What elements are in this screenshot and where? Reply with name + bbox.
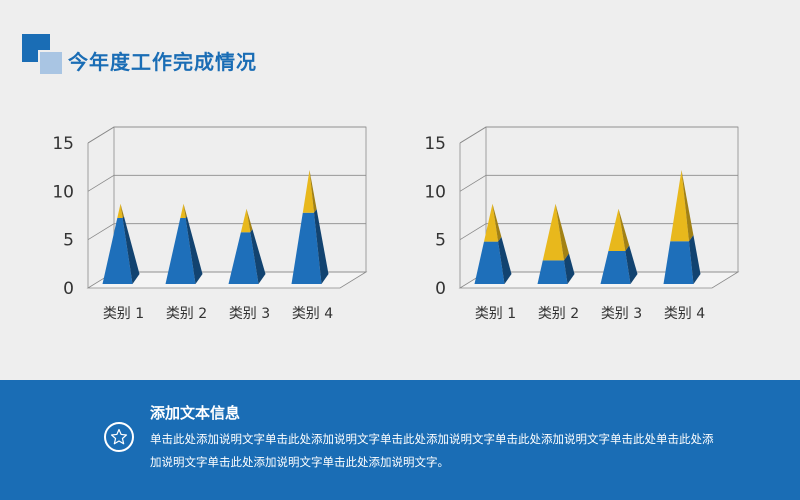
right-bar-4-lower-side xyxy=(689,235,701,284)
left-bar-3-upper-front xyxy=(240,208,251,233)
left-bar-2-upper-side xyxy=(183,203,187,218)
right-xtick-3: 类别 3 xyxy=(601,306,642,322)
right-chart-svg: 0 5 10 15 类别 1 类别 2 类别 3 类别 4 xyxy=(424,126,740,322)
left-bar-1-upper-front xyxy=(117,203,123,218)
right-chart: 0 5 10 15 类别 1 类别 2 类别 3 类别 4 xyxy=(402,110,762,340)
right-xtick-1: 类别 1 xyxy=(475,306,516,322)
left-xtick-4: 类别 4 xyxy=(292,306,333,322)
right-xtick-2: 类别 2 xyxy=(538,306,579,322)
left-bar-group-1 xyxy=(102,203,140,284)
right-ytick-2: 10 xyxy=(424,182,446,202)
page-title: 今年度工作完成情况 xyxy=(68,50,257,74)
right-bar-2-lower-front xyxy=(537,260,568,284)
right-bar-group-4 xyxy=(663,170,701,284)
left-ytick-3: 15 xyxy=(52,134,74,154)
left-bar-2-lower-side xyxy=(185,216,203,284)
logo-square-light xyxy=(38,50,64,76)
right-bar-4-upper-front xyxy=(670,170,689,242)
left-chart: 0 5 10 15 类别 1 类别 2 类别 3 类别 4 xyxy=(30,110,390,340)
left-bar-1-lower-front xyxy=(102,218,133,284)
right-bar-2-lower-side xyxy=(564,253,575,284)
right-bar-3-lower-front xyxy=(600,251,631,284)
left-bar-1-upper-side xyxy=(120,203,124,218)
left-ytick-2: 10 xyxy=(52,182,74,202)
right-bar-3-lower-side xyxy=(625,245,638,284)
right-bar-group-2 xyxy=(537,203,575,284)
left-bar-group-3 xyxy=(228,208,266,284)
right-gridline-1 xyxy=(459,223,738,241)
right-bar-4-lower-front xyxy=(663,241,694,284)
right-gridline-2 xyxy=(459,174,738,192)
left-bar-group-2 xyxy=(165,203,203,284)
title-logo xyxy=(22,34,64,76)
right-bar-1-upper-front xyxy=(484,203,499,242)
left-ytick-0: 0 xyxy=(63,279,74,299)
left-bar-1-lower-side xyxy=(122,216,140,284)
left-bar-4-upper-front xyxy=(302,170,314,213)
right-bar-3-upper-side xyxy=(618,208,630,251)
right-ytick-1: 5 xyxy=(435,231,446,251)
right-gridline-3 xyxy=(459,126,738,144)
right-bar-2-upper-front xyxy=(542,203,564,261)
left-gridline-3 xyxy=(87,126,366,144)
star-glyph xyxy=(110,428,128,445)
left-xtick-2: 类别 2 xyxy=(166,306,207,322)
left-bar-2-lower-front xyxy=(165,218,196,284)
right-bar-1-upper-side xyxy=(492,203,502,242)
right-bar-2-upper-side xyxy=(555,203,569,261)
left-bar-4-lower-side xyxy=(314,209,329,284)
right-bar-1-lower-side xyxy=(498,236,512,284)
left-gridline-1 xyxy=(87,223,366,241)
right-ytick-3: 15 xyxy=(424,134,446,154)
right-bar-group-3 xyxy=(600,208,638,284)
right-bar-group-1 xyxy=(474,203,512,284)
right-ytick-0: 0 xyxy=(435,279,446,299)
left-bar-4-upper-side xyxy=(309,170,317,213)
left-bar-group-4 xyxy=(291,170,329,284)
footer-body: 单击此处添加说明文字单击此处添加说明文字单击此处添加说明文字单击此处添加说明文字… xyxy=(150,432,714,469)
star-icon xyxy=(104,422,134,452)
left-bar-2-upper-front xyxy=(180,203,186,218)
right-bar-3-upper-front xyxy=(608,208,626,251)
left-bar-4-lower-front xyxy=(291,212,322,284)
footer-title: 添加文本信息 xyxy=(150,404,241,422)
left-chart-svg: 0 5 10 15 类别 1 类别 2 类别 3 类别 4 xyxy=(52,126,368,322)
left-bar-3-upper-side xyxy=(246,208,253,233)
left-gridline-2 xyxy=(87,174,366,192)
left-bar-3-lower-side xyxy=(250,229,266,284)
left-xtick-1: 类别 1 xyxy=(103,306,144,322)
left-ytick-1: 5 xyxy=(63,231,74,251)
right-xtick-4: 类别 4 xyxy=(664,306,705,322)
left-bar-3-lower-front xyxy=(228,232,259,284)
left-xtick-3: 类别 3 xyxy=(229,306,270,322)
right-bar-1-lower-front xyxy=(474,241,505,284)
right-bar-4-upper-side xyxy=(681,170,694,242)
